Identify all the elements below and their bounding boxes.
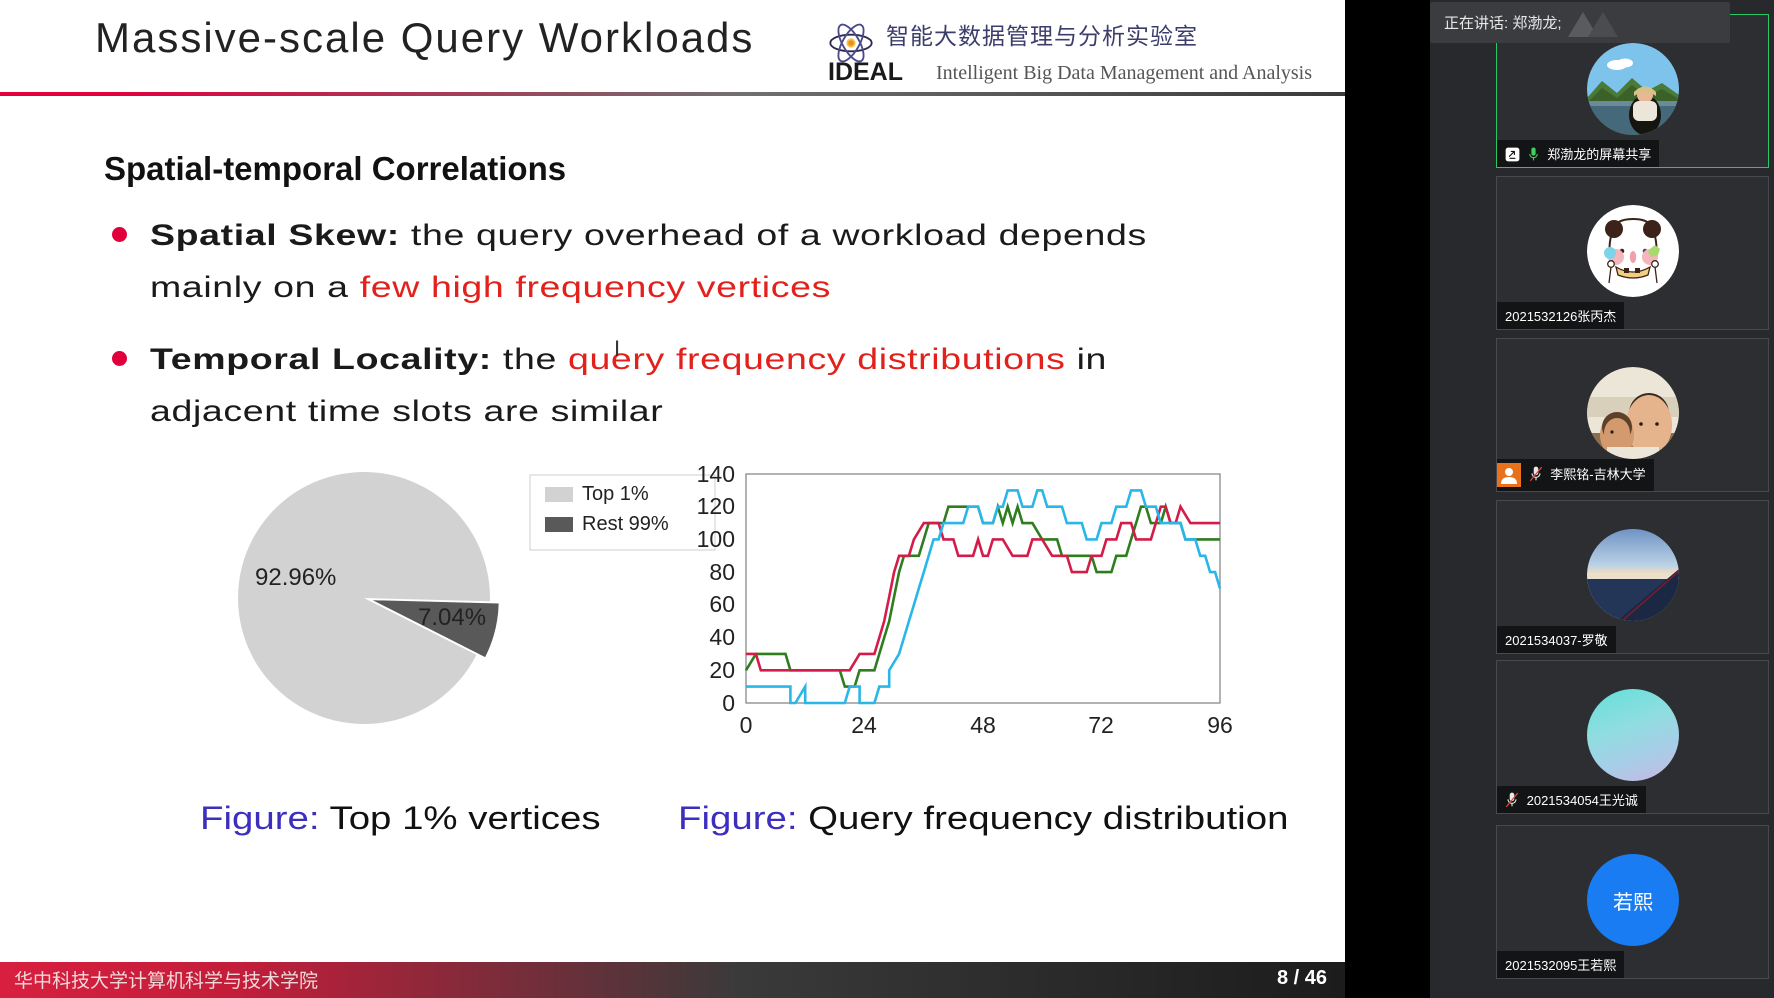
svg-text:40: 40: [709, 624, 735, 650]
svg-text:80: 80: [709, 559, 735, 585]
svg-text:120: 120: [697, 493, 735, 519]
svg-text:48: 48: [970, 712, 996, 738]
svg-text:0: 0: [740, 712, 753, 738]
svg-text:24: 24: [851, 712, 877, 738]
svg-text:60: 60: [709, 591, 735, 617]
svg-text:96: 96: [1207, 712, 1233, 738]
svg-text:20: 20: [709, 657, 735, 683]
svg-text:140: 140: [697, 461, 735, 487]
svg-text:0: 0: [722, 690, 735, 716]
svg-text:72: 72: [1088, 712, 1114, 738]
svg-text:100: 100: [697, 526, 735, 552]
